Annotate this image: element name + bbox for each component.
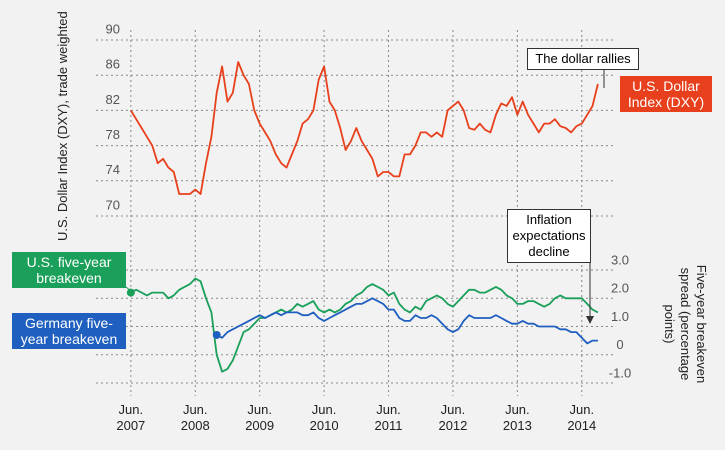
series-line	[130, 61, 599, 195]
y2-tick-label: 0	[616, 337, 623, 352]
x-tick-label: Jun. 2012	[438, 402, 468, 433]
x-tick-label: Jun. 2010	[309, 402, 339, 433]
start-dot	[126, 288, 135, 297]
y-tick-label: 90	[106, 21, 120, 36]
y2-axis-title: Five-year breakeven spread (percentage p…	[662, 264, 709, 384]
series-line	[130, 277, 599, 373]
y-tick-label: 70	[106, 197, 120, 212]
connector	[125, 286, 132, 292]
x-tick-label: Jun. 2014	[567, 402, 597, 433]
y2-tick-label: 1.0	[611, 309, 629, 324]
y-axis-title: U.S. Dollar Index (DXY), trade weighted	[55, 11, 70, 241]
y2-tick-label: -1.0	[609, 365, 631, 380]
x-tick-label: Jun. 2011	[374, 402, 403, 433]
x-tick-label: Jun. 2008	[180, 402, 210, 433]
y-tick-label: 74	[106, 162, 120, 177]
legend-germany: Germany five-year breakeven	[12, 313, 126, 349]
start-dot	[212, 330, 221, 339]
y-tick-label: 82	[106, 92, 120, 107]
x-tick-label: Jun. 2013	[502, 402, 532, 433]
legend-dxy: U.S. Dollar Index (DXY)	[620, 76, 712, 112]
x-tick-label: Jun. 2009	[245, 402, 275, 433]
y-tick-label: 78	[106, 127, 120, 142]
series-line	[216, 297, 598, 345]
y-tick-label: 86	[106, 57, 120, 72]
y2-tick-label: 3.0	[611, 252, 629, 267]
x-tick-label: Jun. 2007	[116, 402, 146, 433]
y2-tick-label: 2.0	[611, 281, 629, 296]
arrow-head	[586, 316, 594, 324]
annotation: The dollar rallies	[527, 48, 639, 70]
annotation: Inflation expectations decline	[507, 209, 591, 263]
legend-us: U.S. five-year breakeven	[12, 252, 126, 288]
